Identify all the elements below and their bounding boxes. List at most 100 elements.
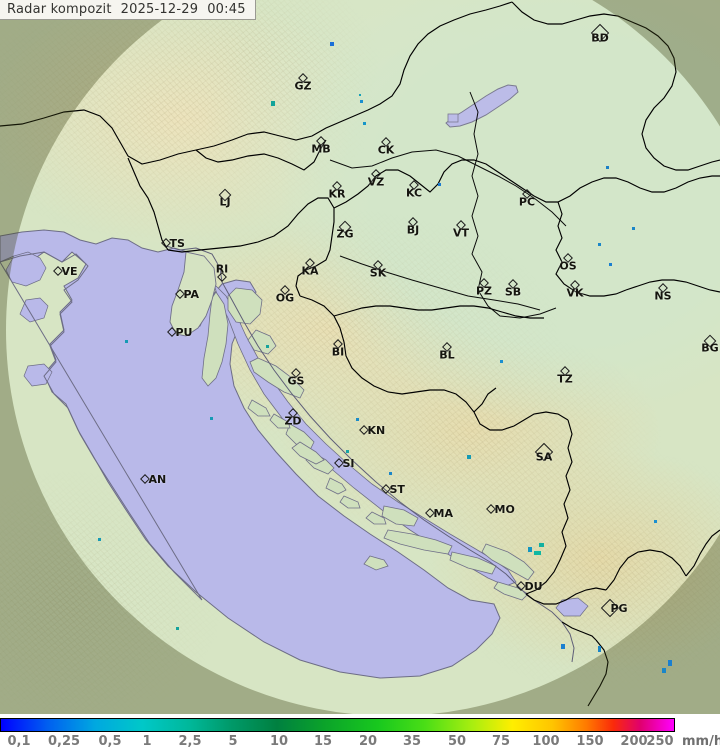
radar-echo-pixel [271,101,275,106]
legend-tick-1: 0,25 [47,734,81,749]
city-marker-bg[interactable]: BG [701,334,719,355]
city-marker-ri[interactable]: RI [216,263,228,282]
city-label: SK [369,266,387,280]
city-marker-pz[interactable]: PZ [476,278,492,298]
city-marker-tz[interactable]: TZ [557,366,573,386]
city-marker-kc[interactable]: KC [406,180,422,200]
legend-tick-2: 0,5 [98,734,122,749]
border-hr-ba [299,295,569,431]
island-solta [365,511,387,525]
city-marker-kn[interactable]: KN [359,424,385,437]
city-marker-zg[interactable]: ZG [336,220,354,241]
island-small-a [339,495,361,509]
city-label: AN [148,472,167,486]
border-me-rs [605,549,687,591]
city-marker-sk[interactable]: SK [370,260,386,280]
radar-echo-pixel [176,627,179,630]
city-marker-si[interactable]: SI [334,457,355,470]
city-label: BJ [406,223,420,237]
city-marker-pc[interactable]: PC [519,189,535,209]
kvarner-bay [213,282,517,587]
city-label: NS [654,289,672,303]
city-label: MA [433,506,453,520]
border-hr-ba-south [473,387,497,413]
border-me-coast [561,621,597,641]
city-marker-bd[interactable]: BD [590,23,610,45]
border-hr-hu [333,159,720,209]
city-marker-vt[interactable]: VT [453,220,469,240]
city-marker-zd[interactable]: ZD [284,408,302,428]
city-label: PC [518,195,536,209]
lake-balaton [445,84,519,128]
city-marker-ve[interactable]: VE [53,265,78,278]
radar-echo-pixel [363,122,366,125]
city-marker-vz[interactable]: VZ [368,169,384,189]
city-marker-bl[interactable]: BL [439,342,455,362]
city-marker-mo[interactable]: MO [486,503,515,516]
island-small-b [247,399,271,417]
city-marker-og[interactable]: OG [276,285,294,305]
city-label: SA [535,450,553,464]
city-marker-vk[interactable]: VK [566,280,584,300]
legend-tick-labels: 0,1 0,25 0,5 1 2,5 5 10 15 20 35 50 75 100 150 200 250 m… [0,734,720,751]
city-marker-pu[interactable]: PU [167,326,193,339]
city-marker-pa[interactable]: PA [175,288,199,301]
city-marker-mb[interactable]: MB [311,136,331,156]
radar-echo-pixel [654,520,657,523]
island-small-c [269,413,291,429]
legend-color-bar [0,718,675,732]
product-label: Radar kompozit [7,2,112,17]
radar-echo-pixel [330,42,334,46]
city-marker-du[interactable]: DU [516,580,543,593]
city-marker-ck[interactable]: CK [378,137,394,157]
city-label: SB [504,285,522,299]
city-marker-pg[interactable]: PG [600,598,628,618]
city-label: ST [389,482,405,496]
city-marker-os[interactable]: OS [559,253,577,273]
city-marker-sa[interactable]: SA [534,442,554,464]
island-pag [249,357,305,399]
city-label: BD [591,31,609,45]
city-label: TS [169,236,185,250]
city-marker-st[interactable]: ST [381,483,405,496]
island-brac [381,505,419,527]
radar-map[interactable]: BD GZ MB CK VZ LJ KR KC PC ZG BJ VT TS RI KA SK OS VE PA OG… [0,0,720,714]
city-marker-gs[interactable]: GS [288,368,304,388]
city-marker-ka[interactable]: KA [301,258,319,278]
island-cres-losinj [201,291,229,387]
legend-tick-13: 150 [576,734,604,749]
city-label: VE [61,264,78,278]
national-borders [0,1,720,707]
city-label: PA [183,287,200,301]
city-marker-an[interactable]: AN [140,473,166,486]
radar-echo-pixel [534,551,541,555]
city-marker-bi[interactable]: BI [332,339,344,359]
city-marker-bj[interactable]: BJ [407,217,419,237]
legend-tick-9: 35 [402,734,422,749]
city-marker-gz[interactable]: GZ [294,73,312,93]
comacchio-water [23,363,53,387]
city-marker-ns[interactable]: NS [654,283,672,303]
city-label: TZ [557,372,573,386]
radar-echo-pixel [528,547,532,552]
radar-echo-pixel [606,166,609,169]
city-label: PU [175,325,193,339]
island-korcula [449,551,497,575]
legend-tick-4: 2,5 [178,734,202,749]
border-hr-ba-sava [333,305,544,319]
city-label: RI [215,262,229,276]
city-marker-ts[interactable]: TS [161,237,185,250]
island-hvar [383,529,453,555]
border-si-at [195,139,327,171]
radar-echo-pixel [389,472,392,475]
city-marker-sb[interactable]: SB [505,279,521,299]
island-zirje [325,477,347,495]
radar-echo-pixel [500,360,503,363]
balkan-coastline [165,245,575,663]
city-marker-kr[interactable]: KR [329,181,346,201]
legend-tick-3: 1 [142,734,152,749]
radar-echo-pixel [467,455,471,459]
radar-echo-pixel [359,94,361,96]
city-marker-ma[interactable]: MA [425,507,453,520]
city-marker-lj[interactable]: LJ [218,188,232,209]
